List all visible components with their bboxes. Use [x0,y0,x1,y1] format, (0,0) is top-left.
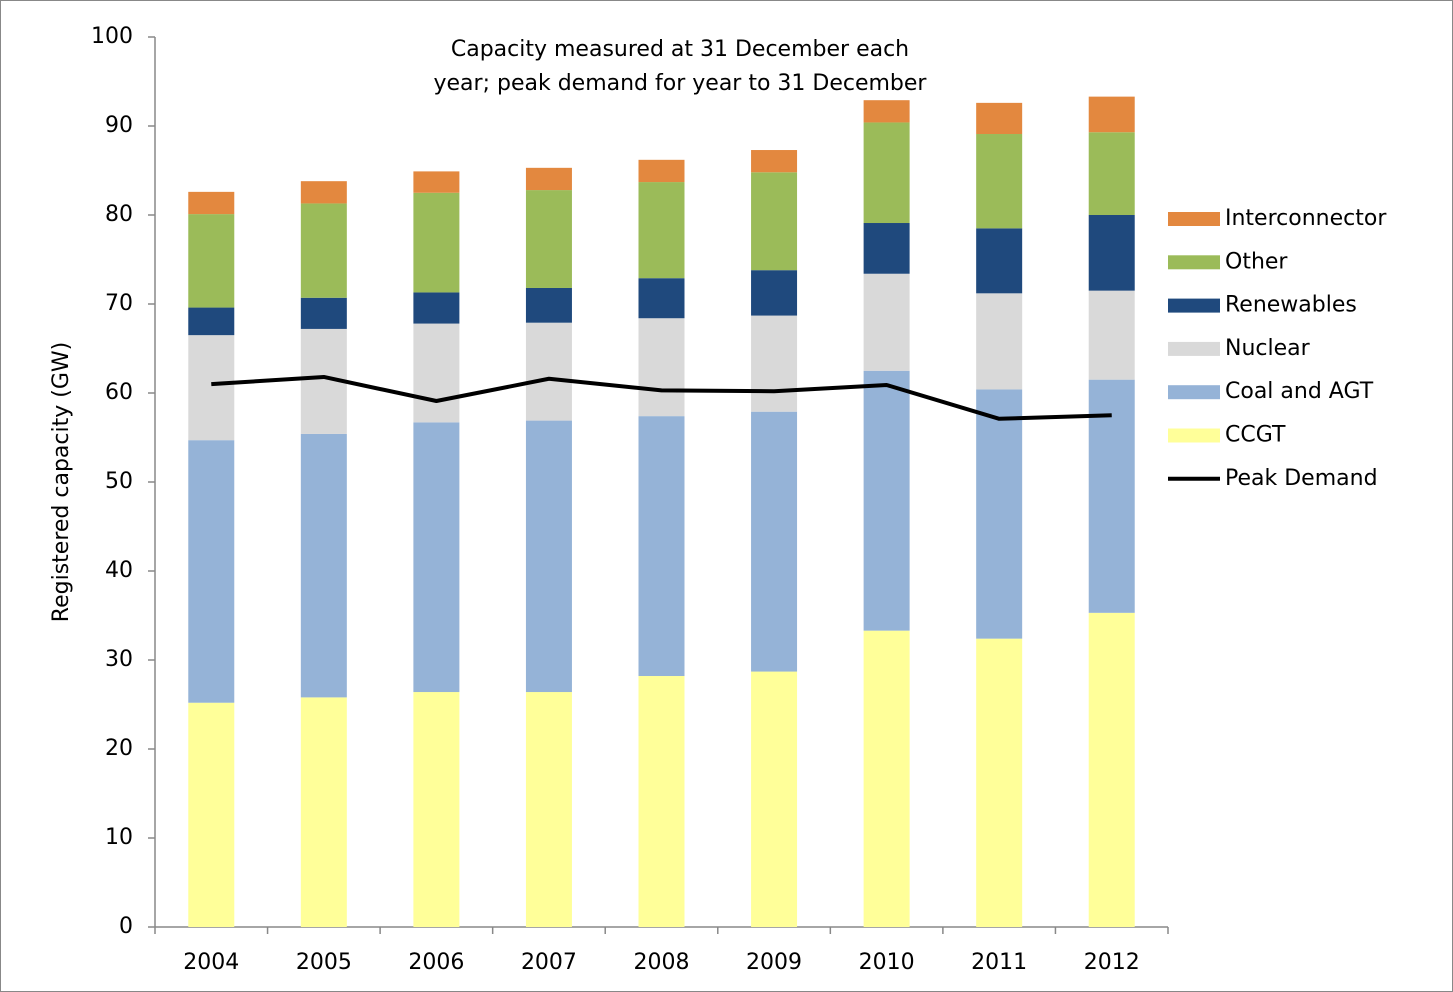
y-tick-label: 40 [105,558,133,583]
y-tick-label: 100 [91,24,133,49]
y-tick-label: 90 [105,113,133,138]
x-tick-label: 2009 [746,950,802,975]
bar-segment [525,420,572,693]
legend-label: Renewables [1225,293,1357,318]
y-tick-label: 80 [105,202,133,227]
bar-segment [413,692,460,927]
bar-segment [300,697,347,927]
y-tick-label: 60 [105,380,133,405]
legend-swatch [1168,428,1220,443]
legend-swatch [1168,298,1220,313]
y-tick-label: 20 [105,736,133,761]
legend-label: Other [1225,249,1288,274]
y-tick-label: 70 [105,291,133,316]
bar-segment [1088,132,1135,215]
chart-title: year; peak demand for year to 31 Decembe… [434,71,928,96]
bar-segment [188,440,235,703]
legend-label: CCGT [1225,423,1286,448]
x-tick-label: 2007 [521,950,577,975]
bar-segment [525,167,572,191]
bar-segment [188,335,235,441]
legend-swatch [1168,212,1220,226]
bar-segment [976,134,1023,229]
bar-segment [751,270,798,316]
legend-label: Interconnector [1225,206,1387,231]
bar-segment [188,214,235,308]
bar-segment [751,671,798,927]
bar-segment [751,172,798,271]
x-tick-label: 2006 [408,950,464,975]
bar-segment [1088,612,1135,927]
bar-segment [525,322,572,421]
bar-segment [638,159,685,183]
bar-segment [300,433,347,698]
bar-segment [751,411,798,672]
bar-segment [863,273,910,371]
bar-segment [300,203,347,298]
chart-title: Capacity measured at 31 December each [451,37,909,62]
bar-segment [188,702,235,927]
bar-segment [976,389,1023,639]
legend-swatch [1168,385,1220,400]
bar-segment [1088,96,1135,133]
bar-segment [525,190,572,288]
y-axis-label: Registered capacity (GW) [49,342,74,622]
bar-segment [751,150,798,173]
legend-label: Coal and AGT [1225,379,1374,404]
y-tick-label: 30 [105,647,133,672]
legend-swatch [1168,341,1220,356]
bar-segment [863,630,910,927]
bar-segment [413,323,460,423]
bar-segment [300,181,347,204]
bar-segment [863,122,910,224]
bar-segment [638,278,685,319]
bar-segment [638,676,685,927]
bar-segment [976,293,1023,390]
x-tick-label: 2004 [183,950,239,975]
line [211,374,1112,421]
bar-segment [300,297,347,329]
bar-segment [188,191,235,215]
x-tick-label: 2010 [859,950,915,975]
legend-label: Nuclear [1225,336,1311,361]
bar-segment [976,102,1023,135]
bar-segment [976,638,1023,927]
y-tick-label: 50 [105,469,133,494]
y-tick-label: 10 [105,825,133,850]
legend-swatch [1168,255,1220,270]
bar-segment [413,292,460,324]
x-tick-label: 2012 [1084,950,1140,975]
bar-segment [863,100,910,123]
bar-segment [525,692,572,927]
bar-segment [863,370,910,631]
x-tick-label: 2011 [971,950,1027,975]
bar-segment [1088,290,1135,380]
bar-segment [863,223,910,274]
legend-label: Peak Demand [1225,466,1378,491]
bar-segment [638,182,685,279]
bar-segment [413,422,460,693]
y-tick-label: 0 [119,914,133,939]
x-tick-label: 2005 [296,950,352,975]
x-tick-label: 2008 [634,950,690,975]
bar-segment [638,318,685,417]
bar-segment [413,192,460,293]
bar-segment [751,315,798,412]
bar-segment [188,307,235,336]
bar-segment [413,171,460,193]
bar-segment [525,287,572,323]
bar-segment [976,228,1023,294]
bar-segment [1088,215,1135,291]
bar-segment [638,416,685,677]
bar-segment [1088,379,1135,613]
